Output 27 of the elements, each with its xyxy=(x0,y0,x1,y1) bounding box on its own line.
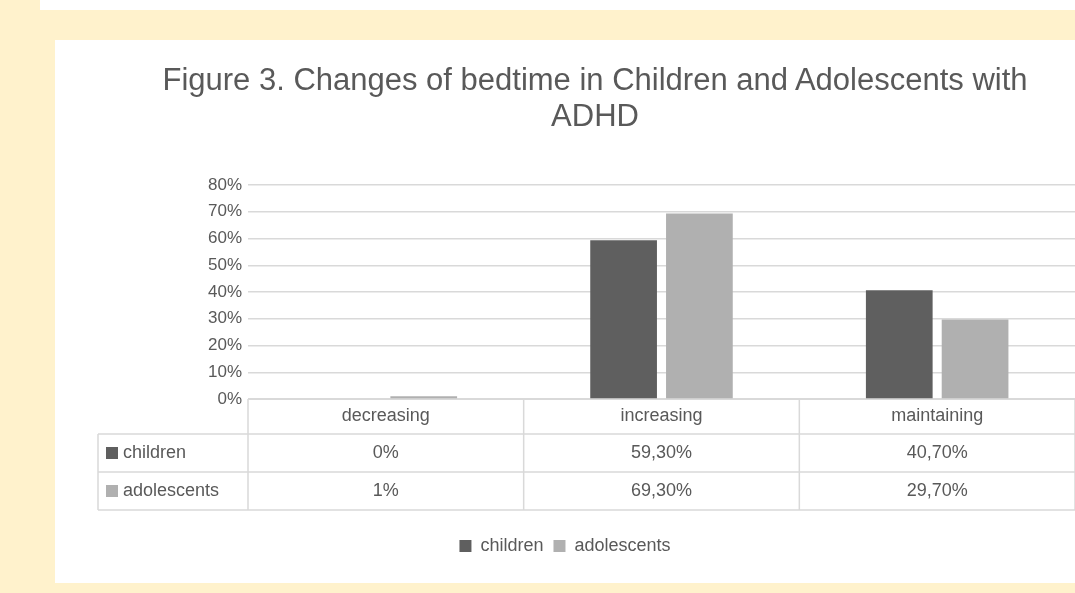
x-tick-label: decreasing xyxy=(341,405,430,426)
y-tick-label: 0% xyxy=(217,388,242,408)
x-tick-label: maintaining xyxy=(891,405,984,426)
x-tick-label: increasing xyxy=(620,405,703,426)
y-tick-label: 30% xyxy=(207,308,242,328)
bar xyxy=(865,290,933,399)
y-tick-label: 40% xyxy=(207,281,242,301)
bar xyxy=(666,213,733,399)
data-label: 69,30% xyxy=(630,479,693,500)
data-label: 1% xyxy=(372,479,399,500)
y-tick-label: 10% xyxy=(207,361,242,381)
bar xyxy=(590,240,657,399)
legend-label: adolescents xyxy=(574,534,671,555)
y-tick-label: 20% xyxy=(207,335,242,355)
text: children xyxy=(123,441,187,462)
y-tick-label: 50% xyxy=(207,254,242,274)
data-label: 29,70% xyxy=(906,479,968,500)
y-tick-label: 60% xyxy=(207,228,242,248)
y-tick-label: 80% xyxy=(207,174,242,194)
data-label: 0% xyxy=(372,441,399,462)
text: adolescents xyxy=(123,479,220,500)
chart-title: Figure 3. Changes of bedtime in Children and Adolescents with ADHD xyxy=(161,62,1029,134)
bar xyxy=(941,319,1009,399)
data-label: 59,30% xyxy=(630,441,693,462)
data-label: 40,70% xyxy=(906,441,968,462)
legend-label: children xyxy=(480,534,544,555)
y-tick-label: 70% xyxy=(207,201,242,221)
